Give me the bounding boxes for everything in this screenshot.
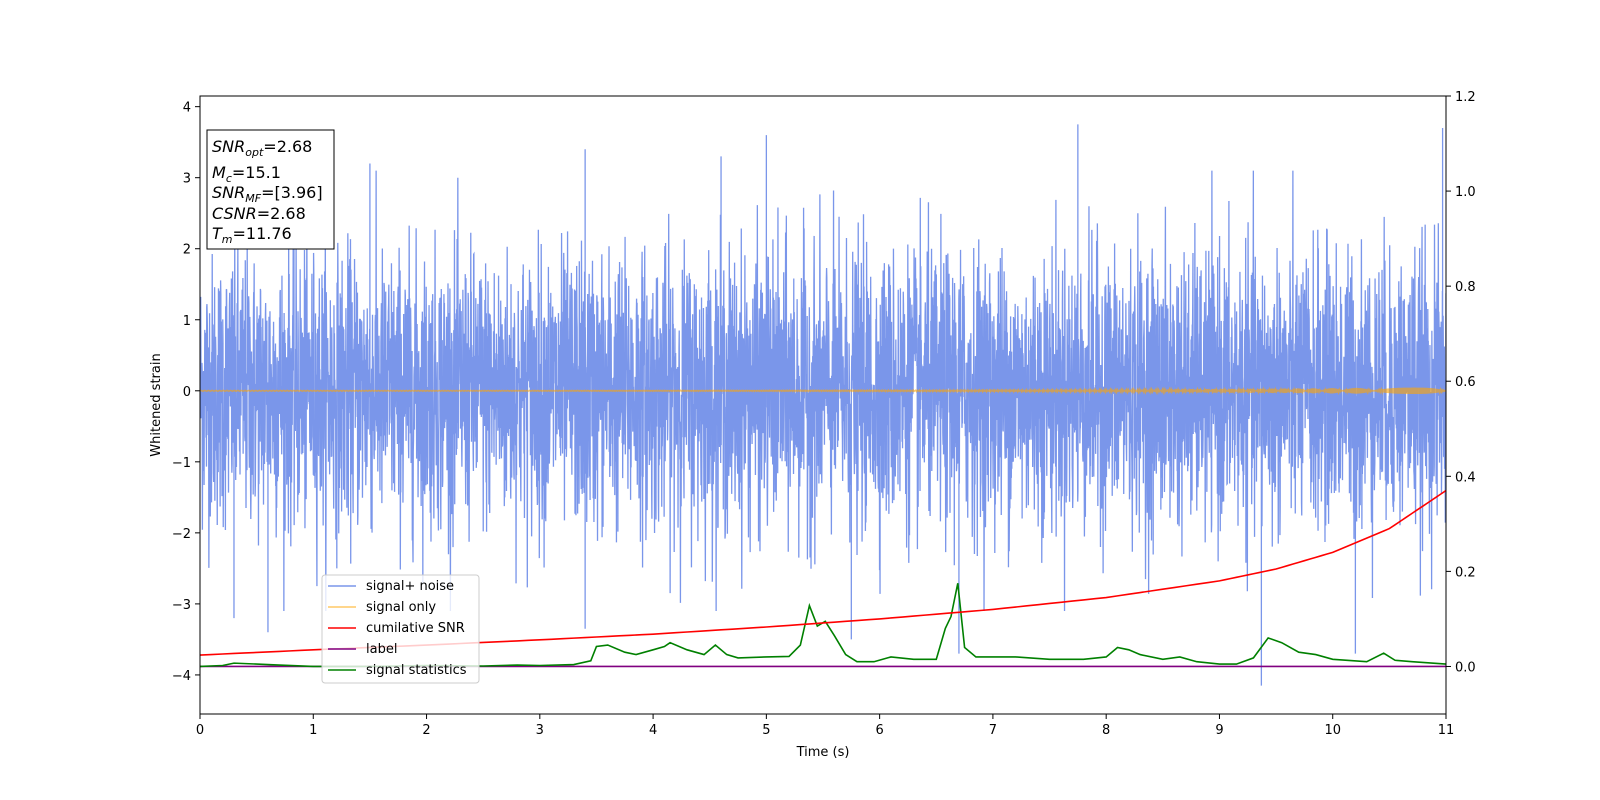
x-axis-label: Time (s) xyxy=(796,745,850,760)
x-tick-label: 8 xyxy=(1102,723,1110,738)
x-tick-label: 2 xyxy=(422,723,430,738)
y-right-tick-label: 1.2 xyxy=(1455,90,1476,105)
info-csnr: CSNR=2.68 xyxy=(212,204,306,223)
x-tick-label: 0 xyxy=(196,723,204,738)
y-right-tick-label: 1.0 xyxy=(1455,185,1476,200)
y-left-tick-label: −2 xyxy=(172,527,191,542)
x-tick-label: 10 xyxy=(1324,723,1341,738)
y-axis-label: Whitened strain xyxy=(149,353,164,456)
y-right-tick-label: 0.0 xyxy=(1455,660,1476,675)
legend-frame xyxy=(321,574,480,684)
y-right-tick-label: 0.8 xyxy=(1455,280,1476,295)
y-left-tick-label: −1 xyxy=(172,456,191,471)
info-box: SNRopt=2.68 Mc=15.1 SNRMF=[3.96] CSNR=2.… xyxy=(206,129,335,250)
series-signal-noise xyxy=(200,124,1446,686)
x-tick-label: 6 xyxy=(875,723,883,738)
x-tick-label: 9 xyxy=(1215,723,1223,738)
y-left-tick-label: 3 xyxy=(183,172,191,187)
x-tick-label: 11 xyxy=(1438,723,1455,738)
x-tick-label: 5 xyxy=(762,723,770,738)
y-right-axis-ticks: 0.0 0.2 0.4 0.6 0.8 1.0 1.2 xyxy=(1446,90,1476,675)
y-left-tick-label: 2 xyxy=(183,243,191,258)
legend-label-signal-only: signal only xyxy=(366,600,436,615)
y-left-tick-label: −4 xyxy=(172,669,191,684)
x-tick-label: 3 xyxy=(536,723,544,738)
legend: signal+ noise signal only cumilative SNR… xyxy=(321,574,480,684)
y-right-tick-label: 0.6 xyxy=(1455,375,1476,390)
info-box-frame xyxy=(206,129,335,250)
info-mc: Mc=15.1 xyxy=(212,163,281,185)
y-right-tick-label: 0.4 xyxy=(1455,470,1476,485)
legend-label-signal-noise: signal+ noise xyxy=(366,579,454,594)
info-tm: Tm=11.76 xyxy=(212,224,292,246)
info-snr-opt: SNRopt=2.68 xyxy=(212,137,312,159)
x-tick-label: 4 xyxy=(649,723,657,738)
y-left-tick-label: −3 xyxy=(172,598,191,613)
x-axis-ticks: 0 1 2 3 4 5 6 7 8 9 10 11 xyxy=(196,714,1454,738)
legend-label-cumulative-snr: cumilative SNR xyxy=(366,621,465,636)
y-right-tick-label: 0.2 xyxy=(1455,565,1476,580)
legend-label-label: label xyxy=(366,642,397,657)
y-left-tick-label: 4 xyxy=(183,101,191,116)
series-signal-statistics xyxy=(200,583,1446,668)
y-left-tick-label: 1 xyxy=(183,314,191,329)
y-left-axis-ticks: −4 −3 −2 −1 0 1 2 3 4 xyxy=(172,101,200,684)
series-signal-only xyxy=(200,386,1446,396)
info-snr-mf: SNRMF=[3.96] xyxy=(212,183,323,205)
x-tick-label: 1 xyxy=(309,723,317,738)
y-left-tick-label: 0 xyxy=(183,385,191,400)
x-tick-label: 7 xyxy=(989,723,997,738)
legend-label-signal-statistics: signal statistics xyxy=(366,663,467,678)
axes-frame xyxy=(199,95,1447,715)
